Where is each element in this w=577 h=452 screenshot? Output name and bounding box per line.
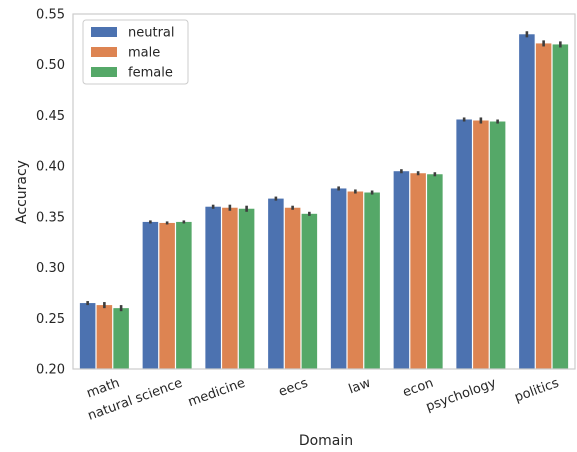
bar-neutral-natural-science (142, 221, 159, 369)
bar-neutral-econ (393, 171, 410, 369)
bar-neutral-medicine (205, 206, 221, 369)
bar-male-math (96, 305, 113, 369)
legend-label-neutral: neutral (128, 26, 175, 41)
y-tick-label: 0.30 (36, 261, 65, 276)
legend-swatch-female (91, 67, 117, 77)
bar-female-math (113, 308, 129, 369)
bar-female-natural-science (176, 221, 192, 369)
y-tick-label: 0.35 (36, 210, 65, 225)
x-tick-label: econ (401, 376, 436, 401)
bar-male-law (347, 191, 364, 369)
bar-male-psychology (473, 120, 489, 369)
y-tick-label: 0.45 (36, 109, 65, 124)
x-tick-label: eecs (277, 376, 310, 400)
bar-female-politics (552, 44, 569, 370)
y-ticks: 0.20 0.25 0.30 0.35 0.40 0.45 0.50 0.55 (36, 8, 65, 378)
legend-swatch-neutral (91, 27, 117, 37)
bar-female-eecs (301, 213, 318, 369)
y-tick-label: 0.40 (36, 160, 65, 175)
x-tick-label: politics (513, 376, 562, 406)
y-tick-label: 0.50 (36, 58, 65, 73)
legend-swatch-male (91, 47, 117, 57)
bars-layer (79, 34, 569, 370)
error-bars-layer (86, 31, 562, 312)
bar-male-eecs (284, 207, 301, 369)
bar-neutral-law (330, 188, 347, 369)
bar-neutral-eecs (268, 198, 284, 369)
plot-frame (72, 13, 576, 370)
y-tick-label: 0.55 (36, 8, 65, 23)
legend-label-female: female (128, 66, 173, 81)
bar-neutral-politics (519, 34, 535, 370)
legend-label-male: male (128, 46, 160, 61)
bar-male-econ (410, 173, 426, 369)
x-axis-label: Domain (299, 433, 353, 449)
x-tick-label: law (347, 376, 373, 398)
bar-female-medicine (238, 208, 255, 369)
bar-neutral-psychology (456, 119, 472, 369)
bar-female-econ (427, 174, 443, 369)
bar-male-politics (535, 43, 552, 370)
x-tick-label: medicine (186, 376, 247, 410)
bar-male-medicine (222, 207, 238, 369)
bar-female-psychology (489, 121, 506, 369)
bar-male-natural-science (159, 222, 175, 369)
x-tick-label: psychology (424, 376, 499, 415)
bar-female-law (364, 192, 380, 369)
y-tick-label: 0.25 (36, 312, 65, 327)
y-axis-label: Accuracy (14, 160, 30, 224)
y-tick-label: 0.20 (36, 363, 65, 378)
legend: neutral male female (82, 19, 189, 85)
x-tick-label: math (85, 376, 122, 402)
bar-neutral-math (79, 303, 96, 369)
